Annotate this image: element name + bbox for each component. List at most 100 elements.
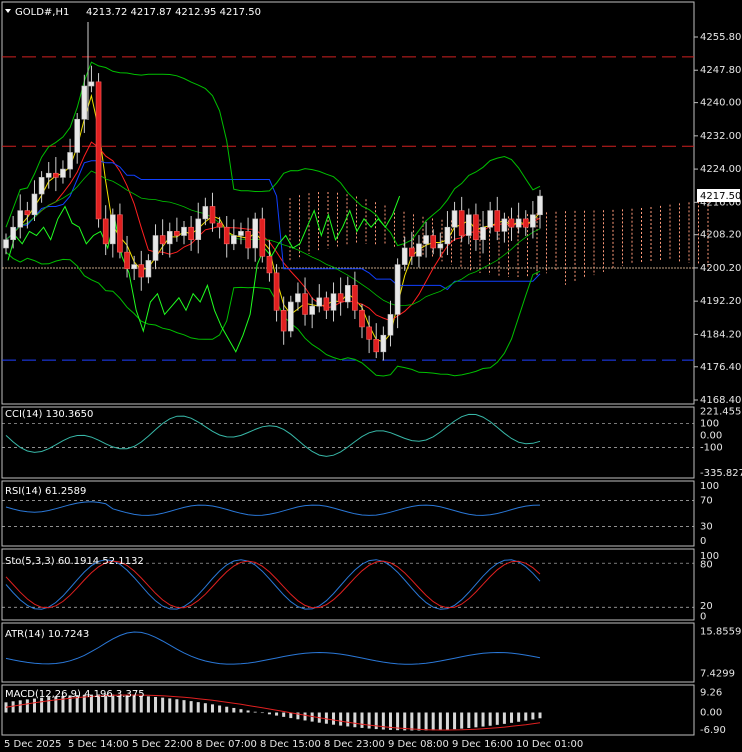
candle <box>302 277 308 326</box>
atr-tick-label: 15.8559 <box>700 626 741 637</box>
dropdown-triangle-icon[interactable] <box>5 9 11 13</box>
candle <box>501 212 508 243</box>
candle-body <box>401 247 408 265</box>
time-axis-label: 10 Dec 01:00 <box>516 739 583 750</box>
time-axis-label: 8 Dec 15:00 <box>260 739 321 750</box>
candle <box>494 196 501 241</box>
macd-histogram-bar <box>367 712 371 729</box>
candle-body <box>81 85 88 120</box>
candle <box>202 197 209 226</box>
candle <box>231 219 237 251</box>
candle <box>67 138 73 178</box>
macd-histogram-bar <box>460 712 464 729</box>
macd-histogram-bar <box>47 697 51 713</box>
candles[interactable] <box>3 22 543 361</box>
macd-histogram-bar <box>132 695 136 713</box>
time-axis-label: 5 Dec 14:00 <box>68 739 129 750</box>
time-axis-label: 5 Dec 2025 <box>4 739 62 750</box>
candle <box>81 74 88 133</box>
price-tick-label: 4176.40 <box>700 362 741 373</box>
atr-tick-label: 7.4299 <box>700 669 735 680</box>
candle-body <box>231 235 237 245</box>
macd-histogram-bar <box>517 712 521 722</box>
candle-body <box>202 206 209 220</box>
macd-histogram-bar <box>289 712 293 719</box>
candle-body <box>124 251 130 270</box>
candle <box>344 276 351 309</box>
cci-label: CCI(14) 130.3650 <box>5 409 93 420</box>
axes: 4255.80 4247.80 4240.00 4232.00 4224.00 4216.… <box>4 32 742 750</box>
candle-body <box>138 264 145 278</box>
macd-histogram-bar <box>445 712 449 730</box>
macd-histogram-bar <box>75 695 79 713</box>
macd-histogram-bar <box>495 712 499 725</box>
candle <box>24 201 31 229</box>
candle-body <box>252 218 258 249</box>
price-tick-label: 4192.20 <box>700 296 741 307</box>
candle-body <box>88 81 95 87</box>
current-price-box <box>697 189 740 202</box>
price-tick-label: 4232.00 <box>700 131 741 142</box>
macd-histogram-bar <box>118 694 122 713</box>
macd-histogram-bar <box>474 712 478 728</box>
stoch-label: Sto(5,3,3) 60.1914 52.1132 <box>5 556 144 567</box>
candle <box>95 73 102 228</box>
candle <box>409 231 415 266</box>
candle-body <box>266 255 273 274</box>
macd-histogram-bar <box>346 712 350 727</box>
candle <box>309 297 315 329</box>
macd-histogram-bar <box>282 712 286 717</box>
candle <box>480 211 486 254</box>
candle <box>245 217 251 260</box>
stoch-signal-line <box>5 560 541 609</box>
candle-body <box>458 210 465 236</box>
macd-histogram-bar <box>424 712 428 731</box>
candle-body <box>437 243 444 249</box>
macd-histogram-bar <box>154 696 158 713</box>
stoch-main-line <box>5 559 541 610</box>
chart-header[interactable]: GOLD#,H1 4213.72 4217.87 4212.95 4217.50 <box>5 7 261 18</box>
macd-histogram-bar <box>332 712 336 725</box>
atr-line <box>5 631 541 665</box>
candle-body <box>508 218 515 228</box>
candle-body <box>380 334 387 353</box>
candle-body <box>416 243 422 257</box>
candle <box>45 162 52 189</box>
kijun-line <box>5 160 541 291</box>
price-tick-label: 4247.80 <box>700 65 741 76</box>
candle <box>287 295 294 338</box>
candle-body <box>323 297 330 311</box>
candle <box>195 202 202 254</box>
candle-body <box>131 264 137 270</box>
candle <box>74 113 80 164</box>
candle <box>117 203 123 259</box>
rsi-tick-label: 0 <box>700 536 706 547</box>
candle-body <box>515 218 522 228</box>
macd-histogram-bar <box>246 710 250 713</box>
macd-histogram-bar <box>82 694 86 713</box>
macd-histogram-bar <box>481 712 485 727</box>
candle <box>316 284 323 313</box>
macd-histogram-bar <box>189 701 193 713</box>
candle <box>38 171 45 203</box>
macd-histogram-bar <box>524 712 528 721</box>
price-tick-label: 4255.80 <box>700 32 741 43</box>
candle-body <box>537 195 543 216</box>
stoch-panel-frame <box>1 548 695 621</box>
candle <box>53 157 59 192</box>
level-lines <box>2 56 694 361</box>
macd-histogram-bar <box>210 704 214 713</box>
macd-histogram-bar <box>510 712 514 723</box>
macd-histogram-bar <box>196 702 200 713</box>
macd-histogram-bar <box>339 712 343 726</box>
candle <box>88 65 95 93</box>
macd-tick-label: 0.00 <box>700 708 722 719</box>
macd-histogram-bar <box>403 712 407 731</box>
candle-body <box>238 231 244 236</box>
macd-histogram-bar <box>161 697 165 713</box>
macd-signal-line <box>5 694 541 731</box>
price-tick-label: 4184.20 <box>700 329 741 340</box>
macd-histogram-bar <box>89 694 93 713</box>
candle-body <box>451 210 458 228</box>
